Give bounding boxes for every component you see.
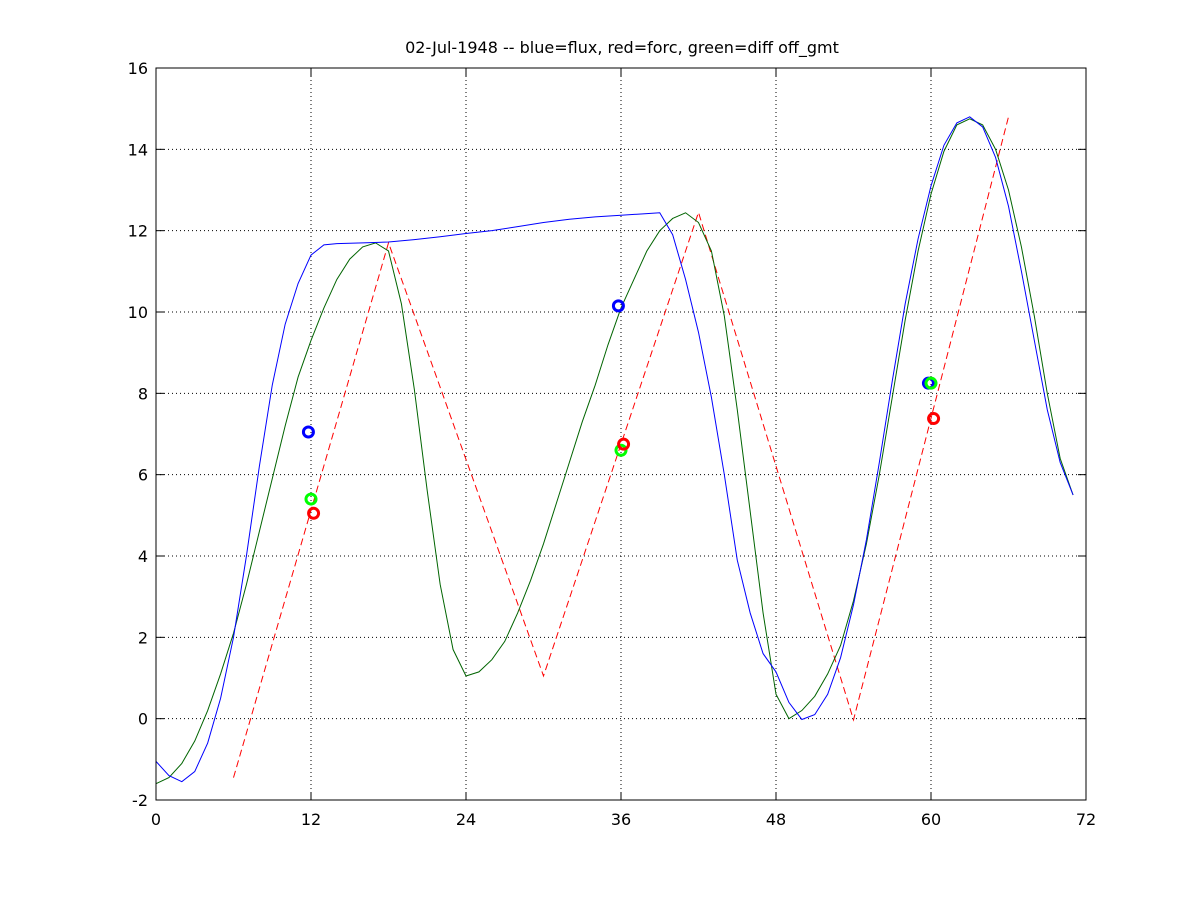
x-tick-label: 12 xyxy=(301,810,321,829)
y-tick-label: 8 xyxy=(138,384,148,403)
series-line-1 xyxy=(155,118,1074,785)
x-tick-label: 72 xyxy=(1076,810,1096,829)
y-tick-label: 12 xyxy=(128,222,148,241)
data-marker xyxy=(614,443,628,457)
data-marker xyxy=(924,376,938,390)
x-tick-label: 48 xyxy=(766,810,786,829)
series-layer xyxy=(155,116,1074,785)
y-tick-label: -2 xyxy=(132,791,148,810)
y-tick-label: 16 xyxy=(128,59,148,78)
y-tick-label: 4 xyxy=(138,547,148,566)
data-marker xyxy=(617,437,631,451)
y-tick-label: 10 xyxy=(128,303,148,322)
data-marker xyxy=(307,506,321,520)
x-tick-label: 24 xyxy=(456,810,476,829)
y-tick-label: 2 xyxy=(138,628,148,647)
data-marker xyxy=(611,299,625,313)
y-tick-label: 14 xyxy=(128,140,148,159)
chart-title: 02-Jul-1948 -- blue=flux, red=forc, gree… xyxy=(405,38,839,58)
y-tick-label: 0 xyxy=(138,710,148,729)
marker-layer xyxy=(301,299,941,520)
y-tick-label: 6 xyxy=(138,466,148,485)
series-line-0 xyxy=(155,116,1074,783)
data-marker xyxy=(301,425,315,439)
series-line-2 xyxy=(233,116,1009,778)
data-marker xyxy=(927,412,941,426)
x-tick-label: 0 xyxy=(151,810,161,829)
x-tick-label: 36 xyxy=(611,810,631,829)
data-marker xyxy=(304,492,318,506)
plot-frame xyxy=(155,67,1087,801)
grid xyxy=(156,68,1086,800)
x-tick-label: 60 xyxy=(921,810,941,829)
